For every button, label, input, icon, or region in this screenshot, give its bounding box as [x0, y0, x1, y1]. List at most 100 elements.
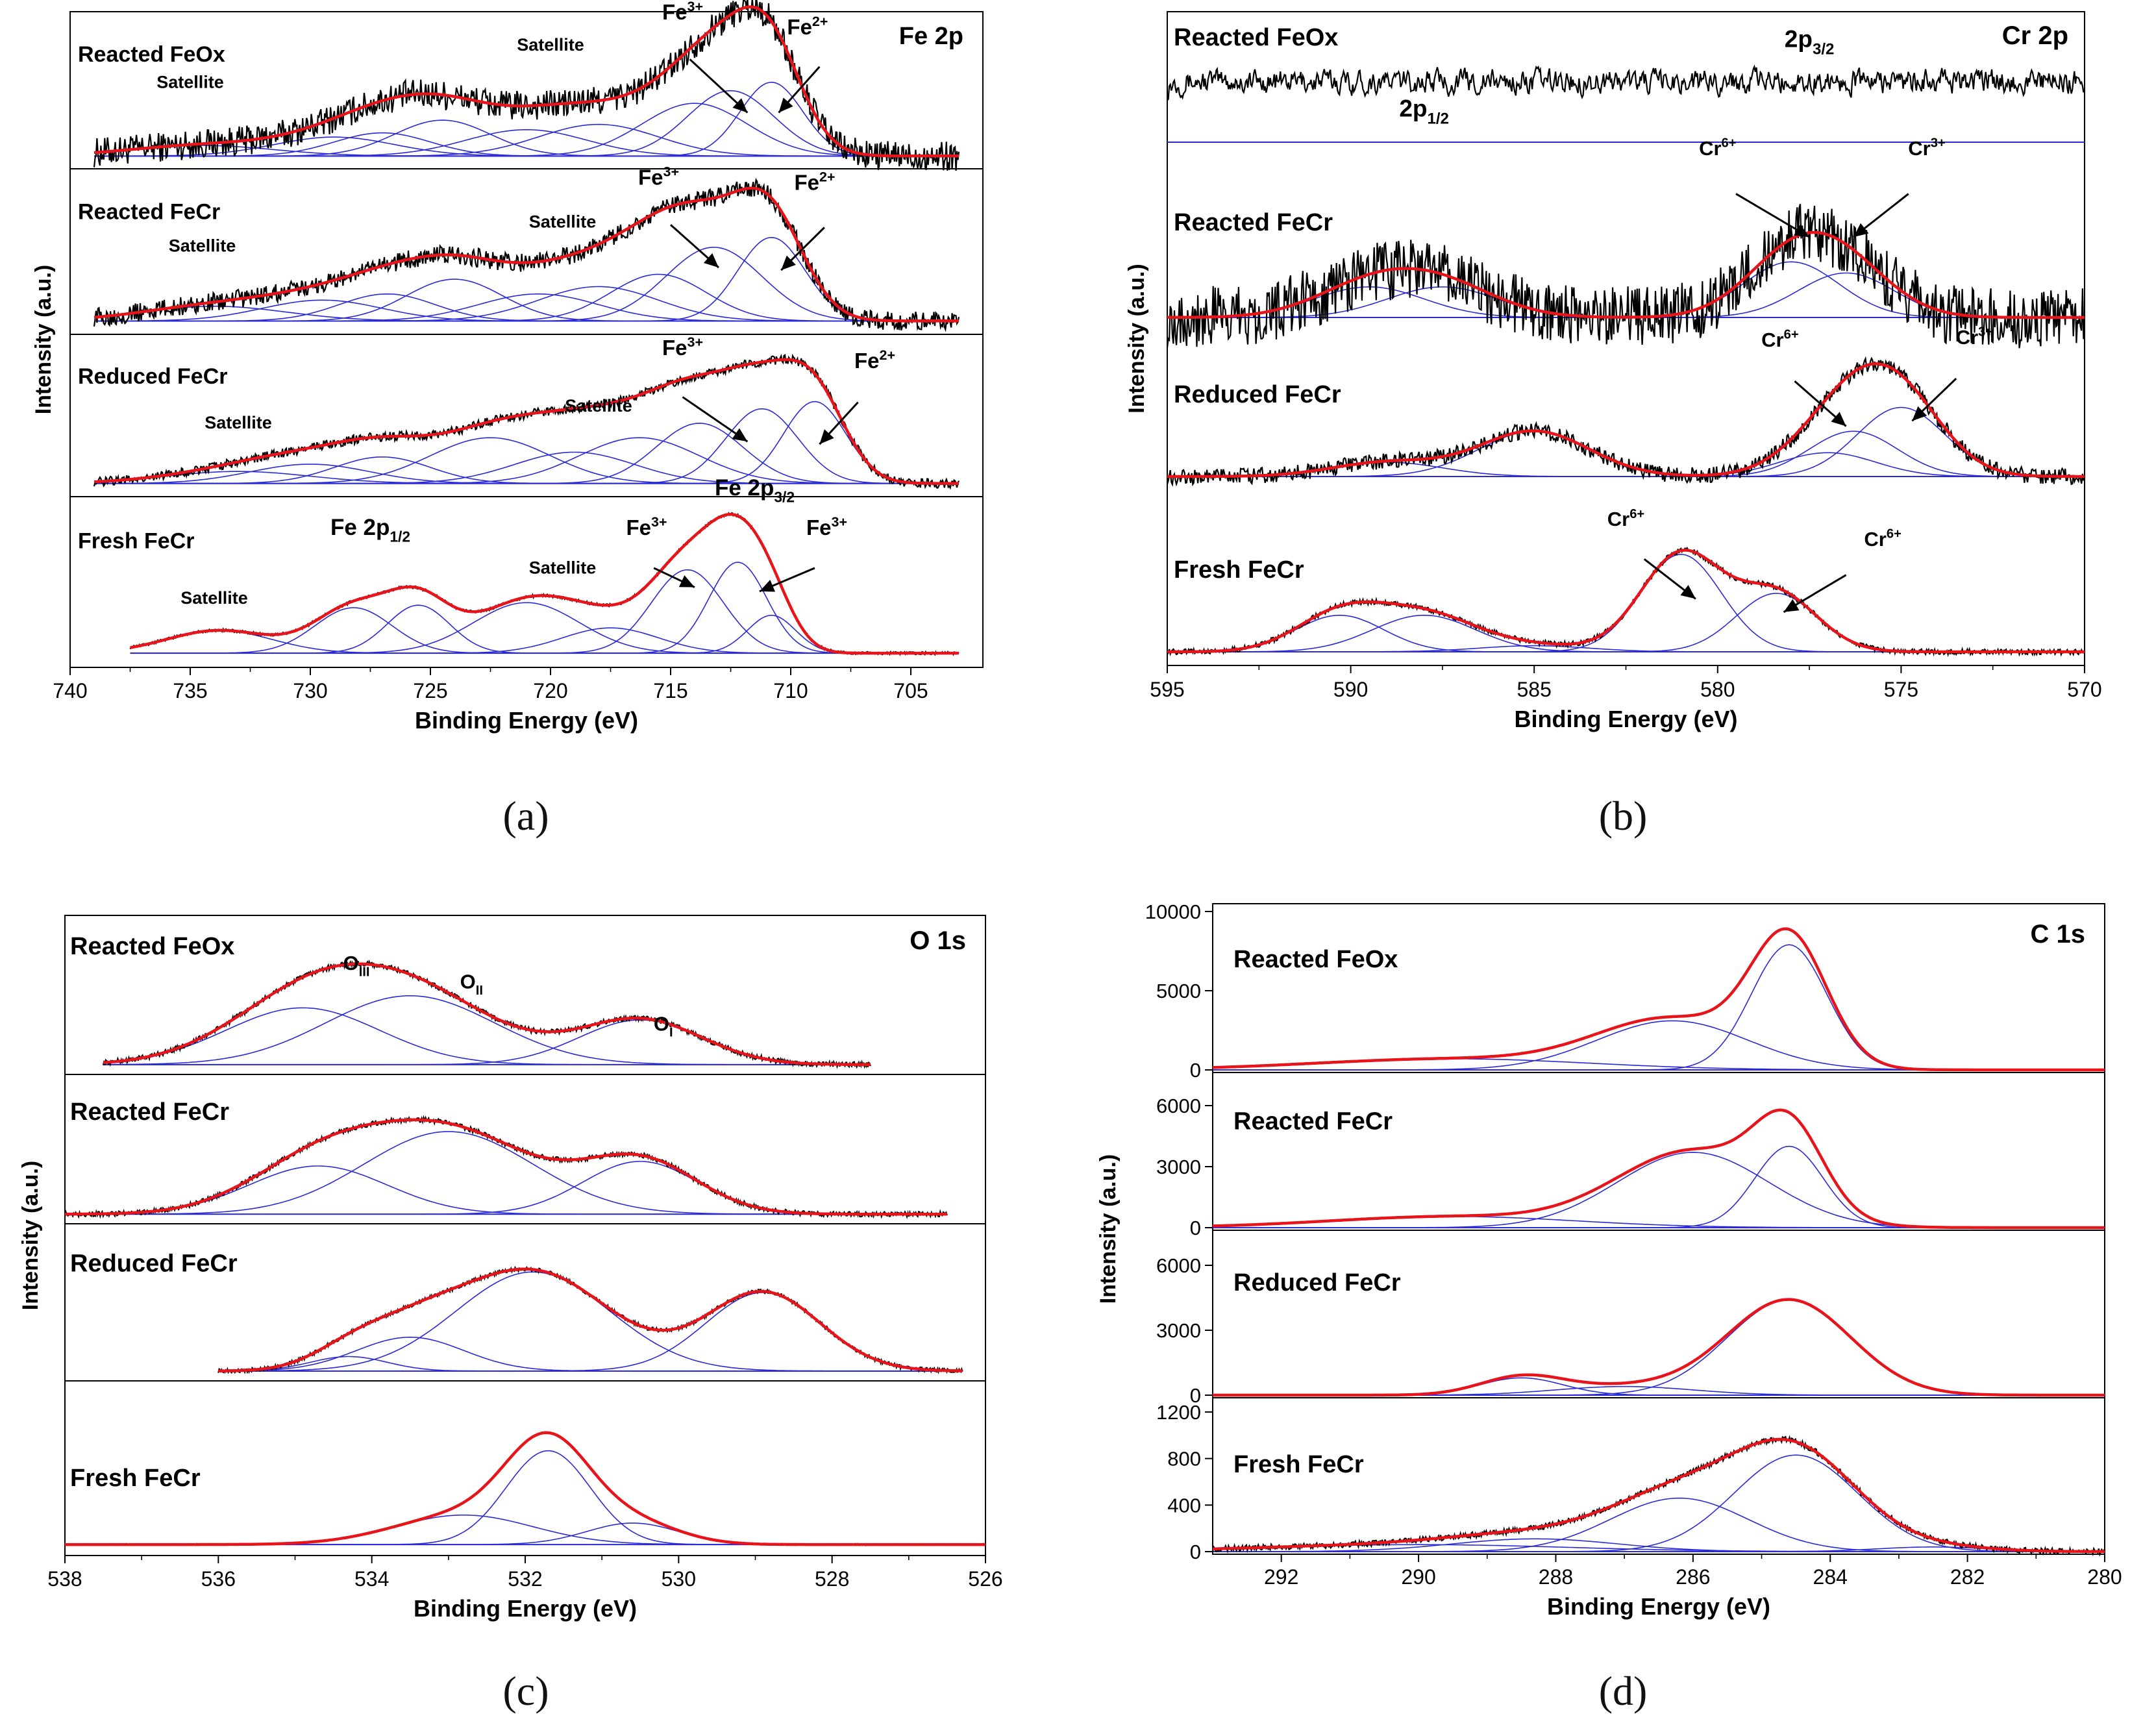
sample-label: Fresh FeCr	[1174, 556, 1304, 584]
plot-frame	[1167, 11, 2085, 666]
peak-annotation: Fe3+	[626, 514, 667, 539]
x-tick-label: 536	[201, 1567, 236, 1591]
arrow-head	[759, 580, 776, 592]
fit-component	[130, 602, 959, 654]
x-tick-label: 710	[773, 679, 808, 702]
arrow-head	[732, 428, 748, 442]
raw-spectrum	[1167, 64, 2086, 101]
x-tick-label: 595	[1150, 678, 1184, 701]
arrow-head	[781, 255, 796, 271]
sample-label: Reacted FeOx	[78, 42, 225, 67]
peak-annotation: Fe3+	[806, 514, 847, 539]
raw-spectrum	[64, 1431, 986, 1546]
fit-component	[218, 1292, 963, 1372]
plot-frame	[69, 11, 984, 668]
peak-annotation: Satellite	[204, 413, 272, 432]
panel-fe2p: 740 735 730 725 720 715 710 705 Binding Energy (…	[0, 0, 1071, 863]
fit-envelope	[1167, 362, 2085, 478]
peak-annotation: Fe2+	[787, 14, 828, 39]
fit-component	[130, 607, 959, 654]
fit-envelope	[1213, 1298, 2105, 1397]
fit-component	[218, 1336, 963, 1372]
peak-annotation: Fe2+	[854, 347, 895, 373]
y-axis-label: Intensity (a.u.)	[31, 265, 56, 414]
y-tick-label: 400	[1167, 1494, 1201, 1517]
panel-c1s: 292 290 288 286 284 282 280 Binding Energy (eV)…	[1071, 863, 2143, 1736]
peak-annotation: 2p3/2	[1785, 26, 1835, 58]
fit-component	[93, 305, 959, 322]
fit-component	[1213, 1152, 2105, 1228]
caption-a: (a)	[502, 793, 549, 839]
caption-d: (d)	[1598, 1668, 1648, 1714]
x-tick-label: 720	[533, 679, 567, 702]
fit-envelope	[1212, 1108, 2105, 1230]
peak-annotation: Satellite	[565, 396, 632, 415]
sample-label: Fresh FeCr	[78, 528, 195, 553]
raw-spectrum	[1213, 1298, 2105, 1396]
peak-annotation: Cr3+	[1956, 325, 1993, 349]
y-tick-label: 0	[1190, 1384, 1201, 1407]
x-tick-label: 280	[2087, 1565, 2122, 1589]
fit-envelope	[1213, 1437, 2105, 1554]
peak-annotation: Cr3+	[1908, 136, 1945, 160]
chart-cr2p: 595 590 585 580 575 570 Binding Energy (eV) Int…	[1124, 11, 2102, 732]
peak-annotation: Satellite	[169, 236, 236, 255]
sample-label: Reacted FeCr	[78, 199, 220, 224]
arrow-head	[778, 97, 793, 113]
sample-label: Reduced FeCr	[1233, 1269, 1401, 1296]
peak-annotation: OII	[460, 971, 483, 998]
y-tick-label: 6000	[1156, 1254, 1201, 1277]
sample-label: Reacted FeOx	[1233, 946, 1398, 973]
fit-component	[1167, 614, 2085, 652]
x-axis-label: Binding Energy (eV)	[414, 1595, 637, 1622]
raw-spectrum	[217, 1265, 963, 1374]
x-tick-label: 526	[968, 1567, 1002, 1591]
caption-b: (b)	[1598, 793, 1648, 839]
fit-envelope	[65, 1431, 985, 1546]
raw-spectrum	[93, 177, 960, 332]
x-axis-label: Binding Energy (eV)	[1514, 706, 1737, 732]
fit-component	[1167, 430, 2085, 477]
arrow-head	[1680, 585, 1696, 599]
peak-annotation: Fe2+	[795, 169, 836, 195]
x-tick-label: 585	[1517, 678, 1552, 701]
x-tick-label: 580	[1700, 678, 1735, 701]
fit-envelope	[130, 512, 959, 655]
raw-spectrum	[1166, 356, 2086, 487]
sample-label: Reduced FeCr	[70, 1250, 238, 1277]
arrow-head	[678, 575, 695, 588]
arrow-head	[819, 429, 834, 445]
fit-envelope	[1167, 549, 2085, 654]
fit-component	[1213, 1546, 2105, 1552]
plot-frame	[64, 915, 986, 1556]
peak-annotation: Cr6+	[1699, 136, 1736, 160]
fit-component	[65, 1161, 947, 1215]
fit-envelope	[1167, 230, 2085, 319]
chart-o1s: 538 536 534 532 530 528 526 Binding Energy (eV)…	[18, 915, 1003, 1622]
fit-component	[93, 471, 959, 484]
caption-c: (c)	[502, 1668, 549, 1714]
fit-component	[65, 1522, 985, 1545]
y-axis-label: Intensity (a.u.)	[1124, 264, 1149, 413]
x-axis-label: Binding Energy (eV)	[1547, 1593, 1770, 1620]
y-tick-label: 6000	[1156, 1095, 1201, 1117]
arrow-head	[1831, 412, 1846, 427]
chart-title: Cr 2p	[2002, 21, 2068, 50]
x-tick-label: 590	[1333, 678, 1368, 701]
fit-component	[218, 1271, 963, 1372]
fit-envelope	[93, 186, 959, 323]
peak-annotation: Satellite	[156, 72, 224, 92]
arrow-head	[1912, 406, 1927, 421]
y-axis-label: Intensity (a.u.)	[18, 1161, 43, 1310]
sample-label: Reacted FeCr	[1174, 209, 1333, 236]
peak-annotation: Cr6+	[1607, 507, 1644, 530]
fit-component	[130, 604, 959, 654]
x-tick-label: 715	[653, 679, 687, 702]
chart-c1s: 292 290 288 286 284 282 280 Binding Energy (eV)…	[1096, 900, 2122, 1620]
peak-annotation: Satellite	[529, 558, 597, 577]
peak-annotation: Fe3+	[638, 164, 679, 189]
raw-spectrum	[93, 0, 960, 171]
fit-component	[1167, 406, 2085, 477]
fit-component	[94, 401, 959, 484]
fit-component	[94, 236, 959, 322]
